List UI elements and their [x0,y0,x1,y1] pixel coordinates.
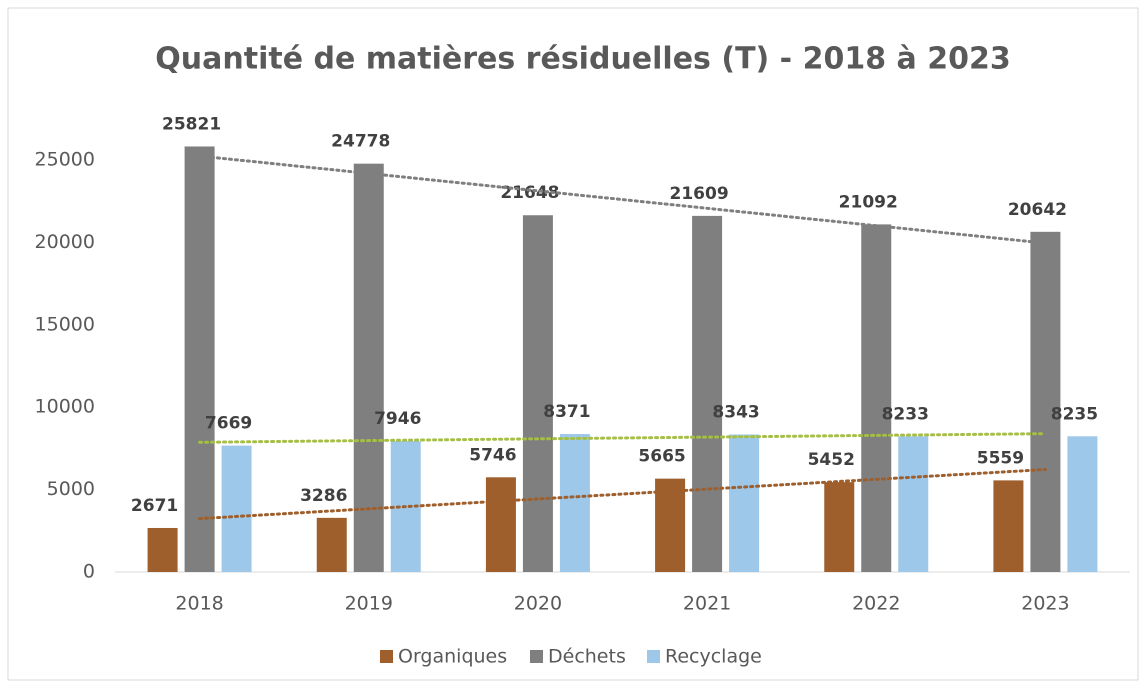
bar [353,163,384,572]
data-label: 7946 [374,409,421,429]
x-tick-label: 2022 [852,593,900,615]
bar [898,436,929,572]
y-tick-label: 25000 [35,149,95,171]
data-label: 20642 [1008,200,1067,220]
y-tick-label: 20000 [35,231,95,253]
y-tick-label: 10000 [35,396,95,418]
x-tick-label: 2023 [1021,593,1069,615]
data-label: 21092 [839,192,898,212]
bar [655,478,686,572]
legend-label: Recyclage [665,646,762,668]
chart-border [7,7,1139,681]
bar [692,215,723,573]
bar [221,445,252,572]
data-label: 5452 [808,450,855,470]
data-label: 2671 [131,496,178,516]
bar [993,480,1024,572]
data-label: 24778 [331,132,390,152]
legend-label: Déchets [548,646,626,668]
data-label: 8371 [543,402,590,422]
data-label: 8233 [882,404,929,424]
data-label: 7669 [205,414,252,434]
bar [485,477,516,572]
legend-swatch [647,650,660,663]
bar [184,146,215,573]
y-tick-label: 5000 [47,478,95,500]
x-tick-label: 2018 [175,593,223,615]
data-label: 5665 [638,447,685,467]
data-label: 8343 [712,403,759,423]
bar [1030,231,1061,573]
data-label: 8235 [1051,404,1098,424]
legend-swatch [380,650,393,663]
bar [729,434,760,572]
trendline [198,154,1047,245]
trendline [198,468,1047,521]
bar [861,224,892,572]
legend-label: Organiques [398,646,507,668]
bar [522,215,553,572]
bar [316,517,347,572]
data-label: 25821 [162,114,221,134]
chart-title: Quantité de matières résiduelles (T) - 2… [155,42,1010,77]
y-tick-label: 15000 [35,313,95,335]
data-label: 5746 [469,445,516,465]
bar [147,527,178,572]
bar [1067,436,1098,572]
y-tick-label: 0 [83,561,95,583]
legend-swatch [530,650,543,663]
x-tick-label: 2019 [345,593,393,615]
bar [824,482,855,572]
bar [559,434,590,572]
data-label: 21609 [670,184,729,204]
data-label: 5559 [977,448,1024,468]
x-tick-label: 2020 [514,593,562,615]
trendline [198,432,1047,444]
x-tick-label: 2021 [683,593,731,615]
data-label: 3286 [300,486,347,506]
